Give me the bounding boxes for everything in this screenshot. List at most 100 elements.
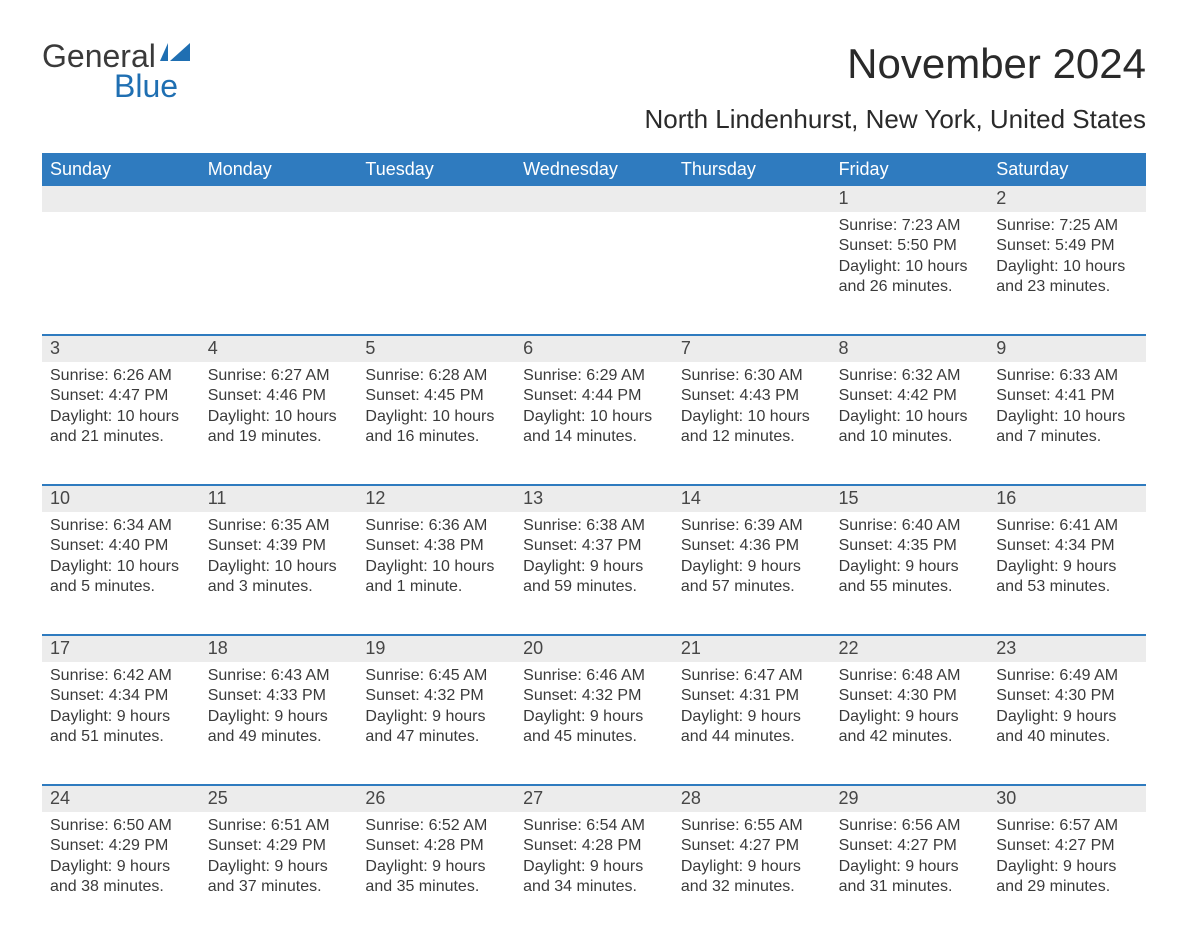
day-number-row: 24252627282930 bbox=[42, 786, 1146, 812]
day-sunset: Sunset: 4:40 PM bbox=[50, 536, 192, 556]
day-sunrise: Sunrise: 6:51 AM bbox=[208, 816, 350, 836]
day-sunset: Sunset: 4:33 PM bbox=[208, 686, 350, 706]
day-day1: Daylight: 10 hours bbox=[996, 407, 1138, 427]
day-of-week-cell: Sunday bbox=[42, 153, 200, 186]
day-day2: and 31 minutes. bbox=[839, 877, 981, 897]
day-number: 20 bbox=[515, 636, 673, 662]
day-number bbox=[42, 186, 200, 212]
day-cell: Sunrise: 6:51 AMSunset: 4:29 PMDaylight:… bbox=[200, 812, 358, 918]
day-number: 22 bbox=[831, 636, 989, 662]
day-number-row: 3456789 bbox=[42, 336, 1146, 362]
day-day2: and 42 minutes. bbox=[839, 727, 981, 747]
day-sunset: Sunset: 4:30 PM bbox=[996, 686, 1138, 706]
day-cell: Sunrise: 6:32 AMSunset: 4:42 PMDaylight:… bbox=[831, 362, 989, 468]
day-day2: and 32 minutes. bbox=[681, 877, 823, 897]
day-sunrise: Sunrise: 6:45 AM bbox=[365, 666, 507, 686]
day-sunrise: Sunrise: 6:42 AM bbox=[50, 666, 192, 686]
day-sunrise: Sunrise: 6:50 AM bbox=[50, 816, 192, 836]
day-day1: Daylight: 9 hours bbox=[50, 857, 192, 877]
day-sunset: Sunset: 4:34 PM bbox=[996, 536, 1138, 556]
day-number: 9 bbox=[988, 336, 1146, 362]
day-sunset: Sunset: 4:29 PM bbox=[208, 836, 350, 856]
day-number bbox=[357, 186, 515, 212]
day-of-week-cell: Wednesday bbox=[515, 153, 673, 186]
day-day1: Daylight: 10 hours bbox=[839, 407, 981, 427]
day-sunset: Sunset: 4:31 PM bbox=[681, 686, 823, 706]
day-cell: Sunrise: 7:25 AMSunset: 5:49 PMDaylight:… bbox=[988, 212, 1146, 318]
day-sunrise: Sunrise: 6:32 AM bbox=[839, 366, 981, 386]
day-number: 17 bbox=[42, 636, 200, 662]
day-day1: Daylight: 9 hours bbox=[208, 857, 350, 877]
day-sunrise: Sunrise: 6:47 AM bbox=[681, 666, 823, 686]
day-day1: Daylight: 9 hours bbox=[50, 707, 192, 727]
day-sunrise: Sunrise: 7:23 AM bbox=[839, 216, 981, 236]
day-day1: Daylight: 10 hours bbox=[365, 557, 507, 577]
day-sunset: Sunset: 4:36 PM bbox=[681, 536, 823, 556]
day-cell: Sunrise: 6:29 AMSunset: 4:44 PMDaylight:… bbox=[515, 362, 673, 468]
day-sunrise: Sunrise: 6:48 AM bbox=[839, 666, 981, 686]
day-day1: Daylight: 9 hours bbox=[523, 557, 665, 577]
day-day1: Daylight: 10 hours bbox=[996, 257, 1138, 277]
flag-icon bbox=[160, 43, 194, 70]
day-sunset: Sunset: 4:30 PM bbox=[839, 686, 981, 706]
day-sunset: Sunset: 4:32 PM bbox=[523, 686, 665, 706]
day-number: 21 bbox=[673, 636, 831, 662]
day-number: 13 bbox=[515, 486, 673, 512]
day-number: 8 bbox=[831, 336, 989, 362]
day-cell: Sunrise: 6:50 AMSunset: 4:29 PMDaylight:… bbox=[42, 812, 200, 918]
day-day1: Daylight: 10 hours bbox=[50, 407, 192, 427]
day-number: 24 bbox=[42, 786, 200, 812]
day-sunset: Sunset: 4:44 PM bbox=[523, 386, 665, 406]
day-sunset: Sunset: 4:45 PM bbox=[365, 386, 507, 406]
day-number: 12 bbox=[357, 486, 515, 512]
day-number bbox=[200, 186, 358, 212]
day-of-week-cell: Saturday bbox=[988, 153, 1146, 186]
weeks-container: 12Sunrise: 7:23 AMSunset: 5:50 PMDayligh… bbox=[42, 186, 1146, 918]
day-sunrise: Sunrise: 6:27 AM bbox=[208, 366, 350, 386]
day-day1: Daylight: 9 hours bbox=[996, 707, 1138, 727]
day-cell: Sunrise: 6:56 AMSunset: 4:27 PMDaylight:… bbox=[831, 812, 989, 918]
day-day1: Daylight: 9 hours bbox=[208, 707, 350, 727]
week-row: 3456789Sunrise: 6:26 AMSunset: 4:47 PMDa… bbox=[42, 334, 1146, 468]
day-day1: Daylight: 9 hours bbox=[996, 557, 1138, 577]
day-cell: Sunrise: 6:38 AMSunset: 4:37 PMDaylight:… bbox=[515, 512, 673, 618]
day-day2: and 26 minutes. bbox=[839, 277, 981, 297]
day-cell: Sunrise: 6:26 AMSunset: 4:47 PMDaylight:… bbox=[42, 362, 200, 468]
day-sunrise: Sunrise: 6:40 AM bbox=[839, 516, 981, 536]
week-row: 10111213141516Sunrise: 6:34 AMSunset: 4:… bbox=[42, 484, 1146, 618]
day-cell: Sunrise: 6:33 AMSunset: 4:41 PMDaylight:… bbox=[988, 362, 1146, 468]
day-day1: Daylight: 10 hours bbox=[839, 257, 981, 277]
day-day2: and 23 minutes. bbox=[996, 277, 1138, 297]
day-day2: and 29 minutes. bbox=[996, 877, 1138, 897]
day-number: 7 bbox=[673, 336, 831, 362]
day-sunset: Sunset: 4:43 PM bbox=[681, 386, 823, 406]
day-number: 14 bbox=[673, 486, 831, 512]
day-day2: and 53 minutes. bbox=[996, 577, 1138, 597]
day-number bbox=[673, 186, 831, 212]
day-cell: Sunrise: 6:52 AMSunset: 4:28 PMDaylight:… bbox=[357, 812, 515, 918]
day-cell: Sunrise: 6:43 AMSunset: 4:33 PMDaylight:… bbox=[200, 662, 358, 768]
day-sunrise: Sunrise: 6:36 AM bbox=[365, 516, 507, 536]
day-sunset: Sunset: 4:27 PM bbox=[681, 836, 823, 856]
day-of-week-cell: Friday bbox=[831, 153, 989, 186]
day-number: 27 bbox=[515, 786, 673, 812]
day-cell: Sunrise: 6:42 AMSunset: 4:34 PMDaylight:… bbox=[42, 662, 200, 768]
day-of-week-cell: Monday bbox=[200, 153, 358, 186]
day-sunset: Sunset: 4:34 PM bbox=[50, 686, 192, 706]
week-row: 24252627282930Sunrise: 6:50 AMSunset: 4:… bbox=[42, 784, 1146, 918]
day-number: 30 bbox=[988, 786, 1146, 812]
day-day2: and 21 minutes. bbox=[50, 427, 192, 447]
day-day1: Daylight: 9 hours bbox=[365, 857, 507, 877]
day-day2: and 37 minutes. bbox=[208, 877, 350, 897]
day-day2: and 7 minutes. bbox=[996, 427, 1138, 447]
day-number: 29 bbox=[831, 786, 989, 812]
day-number: 10 bbox=[42, 486, 200, 512]
day-day1: Daylight: 10 hours bbox=[523, 407, 665, 427]
day-cell: Sunrise: 6:36 AMSunset: 4:38 PMDaylight:… bbox=[357, 512, 515, 618]
location-subtitle: North Lindenhurst, New York, United Stat… bbox=[644, 104, 1146, 135]
day-day2: and 49 minutes. bbox=[208, 727, 350, 747]
day-cell: Sunrise: 6:27 AMSunset: 4:46 PMDaylight:… bbox=[200, 362, 358, 468]
day-cell: Sunrise: 6:49 AMSunset: 4:30 PMDaylight:… bbox=[988, 662, 1146, 768]
day-day2: and 5 minutes. bbox=[50, 577, 192, 597]
day-cell: Sunrise: 6:47 AMSunset: 4:31 PMDaylight:… bbox=[673, 662, 831, 768]
